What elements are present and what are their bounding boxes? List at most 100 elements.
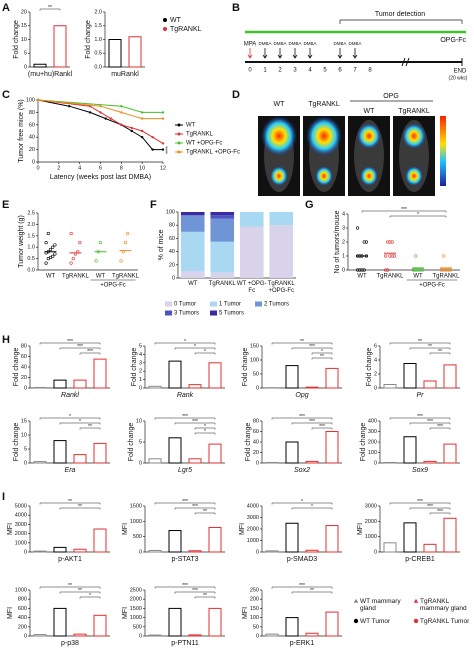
data-point: [356, 268, 360, 272]
sig-bracket: [59, 507, 101, 510]
week-label: 5: [323, 68, 327, 74]
y-tick-label: 6: [374, 343, 377, 349]
data-point: [440, 268, 444, 272]
y-tick-label: 0.0: [94, 64, 102, 70]
y-tick-label: 20: [29, 147, 35, 153]
y-tick-label: 0: [139, 385, 142, 391]
y-tick-label: 600: [18, 606, 27, 612]
y-tick-label: 0: [24, 385, 27, 391]
bar-segment: [180, 231, 205, 272]
data-point: [388, 254, 392, 258]
legend-swatch: [165, 310, 172, 316]
data-point: [53, 252, 57, 256]
sig-label: ***: [319, 424, 325, 430]
y-tick-label: 1000: [130, 615, 142, 621]
sig-bracket: [291, 347, 333, 350]
panel-letter: D: [232, 89, 240, 101]
panel-letter: F: [150, 199, 157, 211]
y-tick-label: 200: [250, 597, 259, 603]
week-label: 8: [368, 68, 372, 74]
bar: [188, 550, 202, 553]
y-tick-label: 3000: [365, 503, 377, 509]
bar-segment: [269, 212, 294, 226]
sig-bracket: [154, 342, 216, 345]
bar: [423, 543, 437, 553]
bar-segment: [210, 212, 235, 216]
bar: [73, 379, 87, 389]
sig-label: **: [78, 504, 82, 510]
bar: [285, 522, 299, 553]
x-tick-label: WT: [413, 274, 423, 280]
bar: [403, 436, 417, 464]
y-tick-label: 1.5: [94, 23, 102, 29]
y-tick-label: 100: [250, 357, 259, 363]
y-tick-label: 1500: [130, 606, 142, 612]
week-label: 0: [248, 68, 252, 74]
x-axis-label: p-SMAD3: [287, 556, 317, 563]
x-tick-label: TgRANKL +OPG-Fc: [267, 281, 295, 294]
y-tick-label: 4: [139, 352, 142, 358]
legend-label: TgRANKL mammary gland: [420, 598, 467, 612]
x-tick-label: TgRANKL: [62, 274, 90, 280]
y-tick-label: 100: [166, 209, 175, 215]
y-tick-label: 60: [253, 429, 259, 435]
y-tick-label: 40: [29, 135, 35, 141]
data-point: [53, 243, 57, 247]
bar-segment: [210, 215, 235, 219]
sig-bracket: [154, 502, 216, 505]
end-note: (20 wks): [449, 75, 468, 81]
y-tick-label: 5: [24, 51, 27, 57]
sig-label: ***: [417, 414, 423, 420]
y-tick-label: 0: [24, 633, 27, 639]
legend-label: WT +OPG-Fc: [186, 141, 222, 147]
y-tick-label: 0: [374, 549, 377, 555]
data-point: [388, 240, 392, 244]
y-tick-label: 0: [256, 460, 259, 466]
x-axis-label: Rank: [177, 392, 194, 399]
signal: [306, 116, 342, 156]
y-tick-label: 0: [24, 64, 27, 70]
legend-marker: [177, 132, 181, 136]
y-tick-label: 60: [21, 354, 27, 360]
bar: [53, 379, 67, 389]
data-point: [123, 241, 128, 245]
y-tick-label: 40: [169, 249, 175, 255]
sig-bracket: [389, 417, 451, 420]
sig-bracket: [271, 417, 333, 420]
y-tick-label: 500: [133, 534, 142, 540]
survival-point: [161, 142, 165, 145]
sig-label: ***: [427, 419, 433, 425]
x-tick-label: 0: [36, 165, 39, 171]
legend-label: WT: [170, 17, 182, 24]
y-tick-label: 60: [29, 122, 35, 128]
y-axis-label: MFI: [7, 523, 14, 535]
survival-point: [99, 111, 102, 114]
data-point: [44, 261, 48, 265]
y-axis-label: MFI: [7, 607, 14, 619]
legend-marker: [413, 598, 419, 603]
bar: [168, 530, 182, 553]
x-axis-label: p-ERK1: [290, 640, 315, 647]
y-axis-label: Fold change: [13, 348, 20, 387]
bar: [208, 362, 222, 389]
x-axis-label: p-AKT1: [58, 556, 82, 563]
sig-bracket: [59, 591, 101, 594]
y-axis-label: No of tumors/mouse: [334, 210, 341, 273]
panel-letter: I: [2, 491, 5, 503]
survival-point: [140, 136, 144, 139]
x-tick-label: TgRANKL: [208, 281, 236, 287]
y-tick-label: 15: [21, 23, 27, 29]
signal: [357, 123, 381, 149]
annotation: ****: [165, 146, 171, 154]
data-point: [448, 268, 453, 272]
x-axis-label: Sox9: [412, 467, 428, 474]
y-tick-label: 3000: [247, 515, 259, 521]
data-point: [71, 257, 75, 261]
survival-point: [120, 105, 123, 108]
sig-label: ***: [309, 344, 315, 350]
dmba-arrow: [292, 48, 298, 59]
dmba-arrow: [262, 48, 268, 59]
legend-swatch: [165, 301, 172, 307]
x-axis-label: Sox2: [294, 467, 310, 474]
